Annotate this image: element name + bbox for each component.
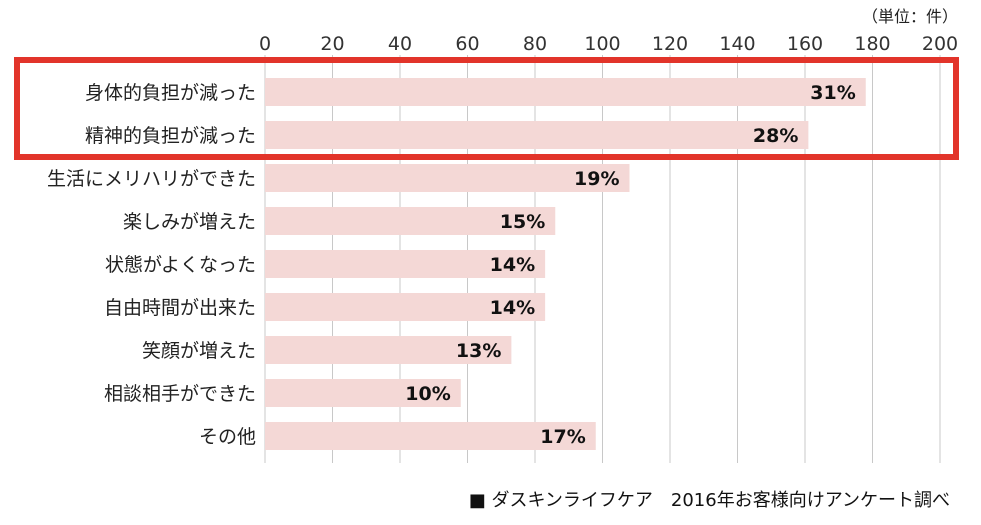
bar [265, 336, 512, 364]
category-label: その他 [199, 426, 256, 448]
bar [265, 422, 596, 450]
bar [265, 78, 866, 106]
bar [265, 164, 630, 192]
x-tick-label: 100 [584, 33, 620, 55]
data-label: 19% [574, 168, 619, 190]
x-tick-labels: 0 20 40 60 80 100 120 140 160 180 200 [259, 33, 958, 55]
category-label: 楽しみが増えた [123, 211, 256, 233]
category-label: 状態がよくなった [105, 254, 256, 276]
x-tick-label: 80 [523, 33, 547, 55]
data-label: 15% [500, 211, 545, 233]
source-note: ■ ダスキンライフケア 2016年お客様向けアンケート調べ [469, 490, 950, 511]
x-tick-label: 20 [320, 33, 344, 55]
category-label: 精神的負担が減った [85, 125, 256, 147]
x-tick-label: 60 [455, 33, 479, 55]
x-tick-label: 40 [388, 33, 412, 55]
bar [265, 121, 809, 149]
x-tick-label: 180 [854, 33, 890, 55]
highlight-box [14, 57, 959, 160]
x-tick-label: 200 [922, 33, 958, 55]
x-tick-label: 0 [259, 33, 271, 55]
category-labels: 身体的負担が減った精神的負担が減った生活にメリハリができた楽しみが増えた状態がよ… [47, 82, 256, 448]
data-label: 14% [490, 297, 535, 319]
bar [265, 293, 546, 321]
x-tick-label: 120 [652, 33, 688, 55]
data-label: 13% [456, 340, 501, 362]
bar [265, 250, 546, 278]
x-tick-label: 160 [787, 33, 823, 55]
data-label: 10% [405, 383, 450, 405]
unit-label: （単位：件） [862, 7, 958, 26]
bars [265, 78, 866, 450]
data-label: 31% [810, 82, 855, 104]
category-label: 笑顔が増えた [142, 340, 256, 362]
category-label: 相談相手ができた [104, 383, 256, 405]
category-label: 身体的負担が減った [85, 82, 256, 104]
category-label: 自由時間が出来た [104, 297, 256, 319]
data-label: 28% [753, 125, 798, 147]
category-label: 生活にメリハリができた [47, 168, 256, 190]
bar [265, 379, 461, 407]
data-label: 14% [490, 254, 535, 276]
bar [265, 207, 556, 235]
x-tick-label: 140 [719, 33, 755, 55]
value-labels: 31% 28% 19% 15% 14% 14% 13% 10% 17% [405, 82, 855, 448]
data-label: 17% [540, 426, 585, 448]
